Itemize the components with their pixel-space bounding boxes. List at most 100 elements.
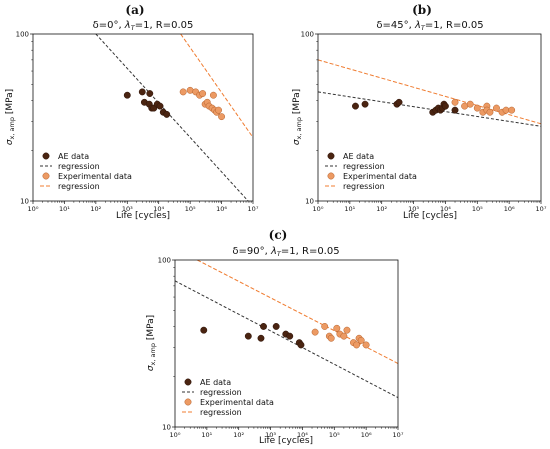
x-tick-label: 10⁰	[313, 205, 324, 213]
ae-data-point	[352, 102, 359, 110]
y-tick-label: 10	[305, 198, 314, 206]
experimental-data-point	[473, 104, 481, 112]
x-tick-label: 10⁷	[393, 431, 404, 439]
ae-data-point	[297, 341, 305, 349]
x-tick-label: 10⁰	[170, 431, 181, 439]
chart-title: δ=0°, λT=1, R=0.05	[93, 20, 194, 32]
chart-panel-1: (a) δ=0°, λT=1, R=0.05 10⁰ 10¹ 10² 10³ 10⁴ 10⁵ 1…	[5, 3, 259, 221]
ae-data-point	[286, 332, 294, 340]
legend-marker-ae-data	[327, 152, 335, 160]
legend-label: AE data	[200, 378, 231, 387]
legend-label: Experimental data	[58, 172, 132, 181]
x-tick-label: 10³	[408, 205, 419, 213]
x-tick-label: 10⁶	[504, 205, 515, 213]
legend-label: regression	[343, 162, 385, 171]
legend-marker-ae-data	[42, 152, 50, 160]
experimental-data-point	[215, 106, 222, 114]
x-tick-label: 10⁶	[216, 205, 227, 213]
ae-data-point	[257, 334, 265, 342]
legend-marker-experimental-data	[184, 398, 192, 406]
chart-title: δ=90°, λT=1, R=0.05	[232, 246, 339, 258]
experimental-data-point	[353, 341, 361, 349]
experimental-data-point	[362, 341, 370, 349]
experimental-data-point	[333, 324, 341, 332]
y-axis-label: σx, amp [MPa]	[5, 89, 16, 145]
ae-data-point	[395, 98, 403, 106]
experimental-data-point	[311, 328, 319, 336]
plot-frame	[317, 33, 542, 202]
x-tick-label: 10⁴	[153, 205, 164, 213]
panel-label: (c)	[269, 228, 288, 242]
x-tick-label: 10⁵	[329, 431, 340, 439]
experimental-data-point	[209, 91, 217, 99]
regression-line-experimental	[318, 59, 541, 125]
legend-label: regression	[200, 388, 242, 397]
experimental-data-point	[343, 326, 351, 334]
x-tick-label: 10⁴	[440, 205, 451, 213]
legend-label: regression	[200, 408, 242, 417]
plot-area	[95, 34, 253, 201]
legend-label: Experimental data	[200, 398, 274, 407]
experimental-data-point	[179, 88, 187, 96]
y-tick-label: 100	[158, 257, 171, 265]
regression-line-ae	[175, 280, 398, 399]
regression-line-experimental	[180, 34, 253, 138]
experimental-data-point	[493, 104, 500, 112]
ae-data-point	[138, 88, 146, 96]
experimental-data-point	[466, 100, 474, 108]
regression-line-experimental	[197, 260, 398, 364]
chart-panel-3: (c) δ=90°, λT=1, R=0.05 10⁰ 10¹ 10² 10³ 10⁴ 10⁵…	[146, 228, 404, 446]
experimental-data-point	[199, 90, 207, 97]
x-tick-label: 10²	[376, 205, 387, 213]
ae-data-point	[156, 102, 164, 110]
x-tick-label: 10¹	[344, 205, 355, 213]
x-tick-label: 10⁵	[472, 205, 483, 213]
experimental-data-point	[508, 106, 516, 114]
legend-label: Experimental data	[343, 172, 417, 181]
x-tick-label: 10⁷	[536, 205, 547, 213]
x-axis-label: Life [cycles]	[403, 211, 457, 221]
ae-data-point	[272, 323, 280, 330]
ae-data-point	[244, 332, 252, 340]
panel-label: (a)	[125, 3, 144, 17]
experimental-data-point	[451, 98, 459, 106]
y-tick-label: 100	[301, 31, 314, 39]
ae-data-point	[200, 326, 208, 334]
legend-marker-experimental-data	[327, 172, 335, 180]
regression-line-ae	[95, 34, 249, 201]
panel-label: (b)	[412, 3, 432, 17]
experimental-data-point	[340, 332, 348, 340]
plot-area	[175, 260, 398, 399]
plot-area	[318, 59, 541, 127]
y-axis-label: σx, amp [MPa]	[146, 315, 157, 371]
legend-label: regression	[58, 162, 100, 171]
ae-data-point	[146, 90, 154, 97]
x-axis-label: Life [cycles]	[116, 211, 170, 221]
experimental-data-point	[486, 108, 494, 116]
ae-data-point	[361, 100, 369, 108]
x-tick-label: 10²	[233, 431, 244, 439]
legend-marker-experimental-data	[42, 172, 50, 180]
legend-marker-ae-data	[184, 378, 192, 386]
legend-label: AE data	[343, 152, 374, 161]
ae-data-point	[441, 102, 449, 110]
chart-title: δ=45°, λT=1, R=0.05	[376, 20, 483, 32]
x-tick-label: 10²	[90, 205, 101, 213]
experimental-data-point	[327, 334, 335, 342]
regression-line-ae	[318, 91, 541, 127]
ae-data-point	[123, 91, 131, 99]
x-tick-label: 10³	[122, 205, 133, 213]
legend-label: regression	[343, 182, 385, 191]
x-tick-label: 10⁰	[28, 205, 39, 213]
x-axis-label: Life [cycles]	[259, 436, 313, 446]
plot-frame	[174, 259, 399, 428]
x-tick-label: 10⁷	[248, 205, 259, 213]
experimental-data-point	[357, 336, 365, 344]
x-tick-label: 10³	[265, 431, 276, 439]
x-tick-label: 10⁶	[361, 431, 372, 439]
y-tick-label: 10	[162, 424, 171, 432]
y-tick-label: 10	[20, 198, 29, 206]
legend-label: regression	[58, 182, 100, 191]
